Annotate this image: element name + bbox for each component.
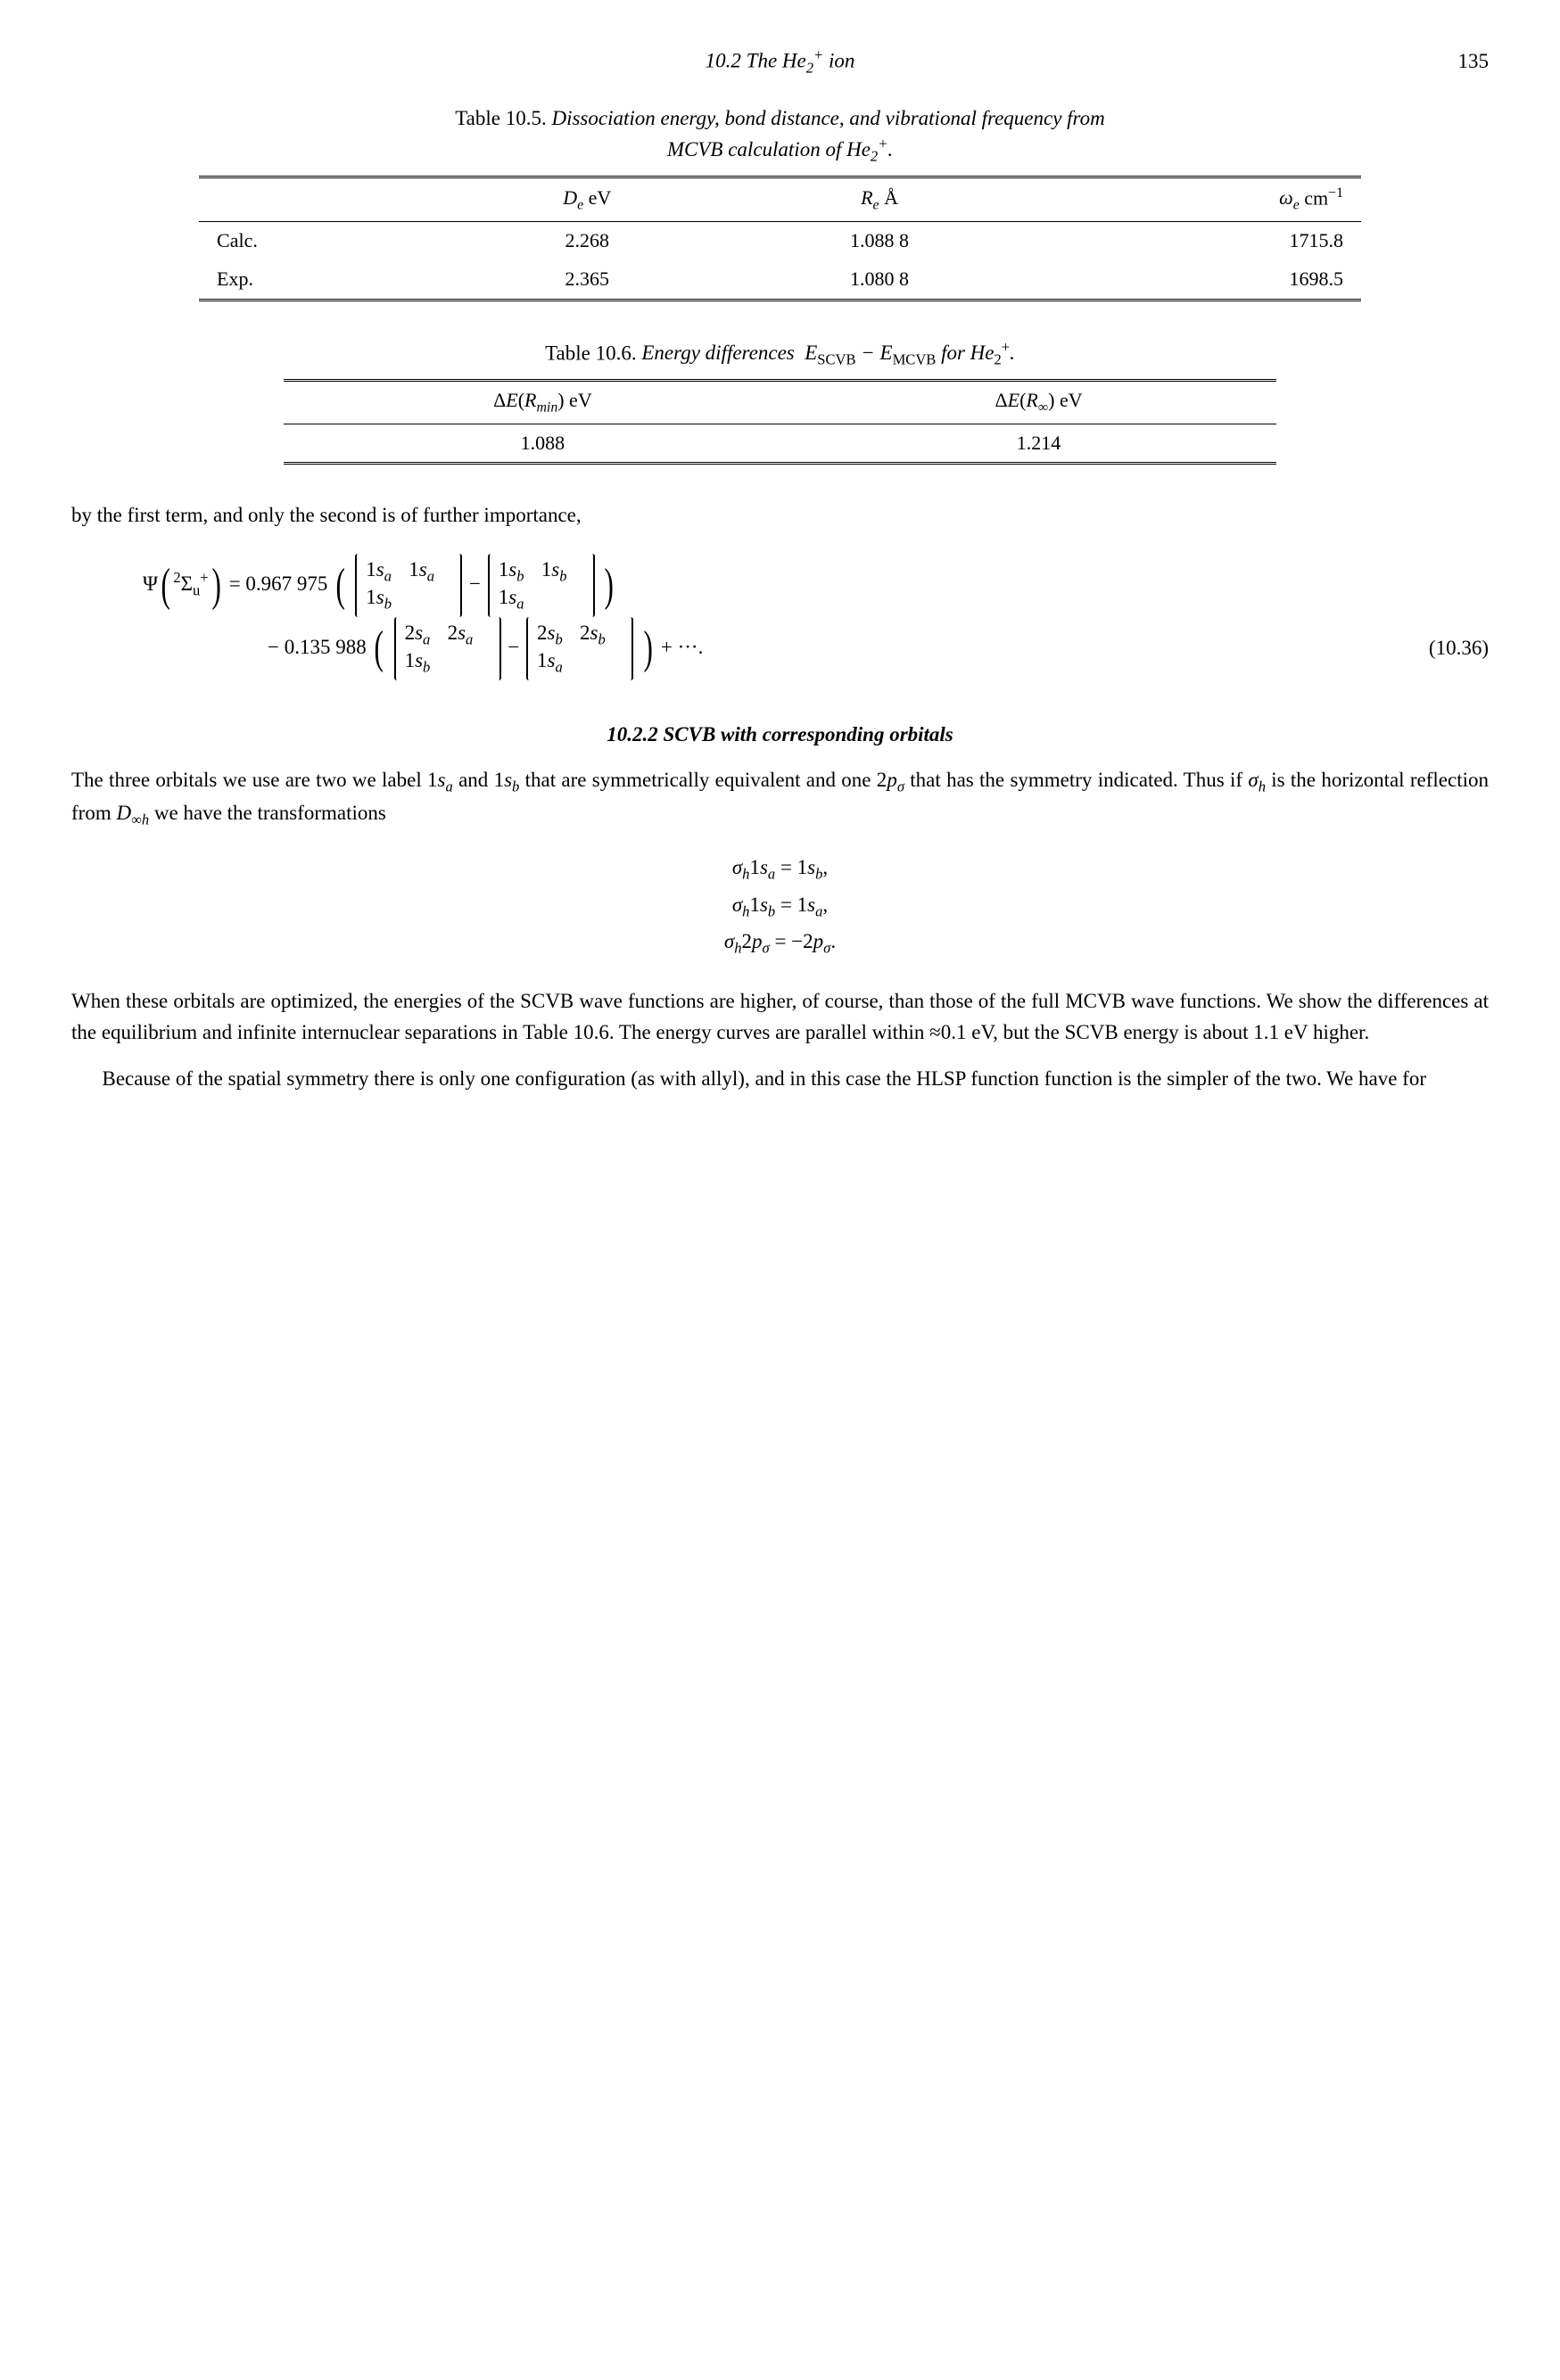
t2-h1: ΔE(R∞) eV — [801, 380, 1275, 424]
sup-plus: + — [813, 46, 823, 63]
eq-trail: + ···. — [661, 636, 703, 658]
table-row: Exp. 2.365 1.080 8 1698.5 — [199, 260, 1361, 300]
paragraph-1: by the first term, and only the second i… — [71, 500, 1489, 531]
t1-r1c1: 2.365 — [450, 260, 724, 300]
t2-r0c1: 1.214 — [801, 424, 1275, 464]
t1-r1c2: 1.080 8 — [724, 260, 1034, 300]
matrix-4: 2sb2sb 1sa — [526, 617, 633, 680]
table1-caption-label: Table 10.5. — [455, 107, 547, 129]
table-row: Calc. 2.268 1.088 8 1715.8 — [199, 221, 1361, 259]
running-title: 10.2 The He2+ ion — [125, 45, 1435, 78]
t1-h1: De eV — [450, 177, 724, 222]
matrix-2: 1sb1sb 1sa — [488, 554, 595, 617]
page-number: 135 — [1435, 47, 1489, 76]
t2-r0c0: 1.088 — [284, 424, 801, 464]
table2-caption-desc: Energy differences ESCVB − EMCVB for He2… — [641, 342, 1015, 364]
table2-caption-label: Table 10.6. — [545, 342, 637, 364]
running-title-ion: ion — [829, 50, 854, 72]
t1-r0c2: 1.088 8 — [724, 221, 1034, 259]
t1-h2: Re Å — [724, 177, 1034, 222]
paragraph-3: When these orbitals are optimized, the e… — [71, 986, 1489, 1048]
table1-caption-desc: Dissociation energy, bond distance, and … — [551, 107, 1104, 161]
eq-number: (10.36) — [1408, 634, 1489, 663]
paragraph-2: The three orbitals we use are two we lab… — [71, 765, 1489, 832]
table-row: 1.088 1.214 — [284, 424, 1275, 464]
table1-caption: Table 10.5. Dissociation energy, bond di… — [433, 104, 1128, 167]
sub-2: 2 — [806, 59, 813, 76]
t1-r0c0: Calc. — [199, 221, 450, 259]
subsection-title: 10.2.2 SCVB with corresponding orbitals — [71, 721, 1489, 749]
t2-h0: ΔE(Rmin) eV — [284, 380, 801, 424]
paragraph-4: Because of the spatial symmetry there is… — [71, 1064, 1489, 1095]
matrix-3: 2sa2sa 1sb — [394, 617, 501, 680]
t1-r1c3: 1698.5 — [1035, 260, 1361, 300]
transformations: σh1sa = 1sb, σh1sb = 1sa, σh2pσ = −2pσ. — [71, 850, 1489, 961]
table2-caption: Table 10.6. Energy differences ESCVB − E… — [433, 337, 1128, 370]
matrix-1: 1sa1sa 1sb — [355, 554, 462, 617]
table-10-5: De eV Re Å ωe cm−1 Calc. 2.268 1.088 8 1… — [199, 176, 1361, 301]
running-head: 10.2 The He2+ ion 135 — [71, 45, 1489, 78]
t1-h3: ωe cm−1 — [1035, 177, 1361, 222]
align-line-1: σh1sa = 1sb, — [71, 850, 1489, 887]
table-10-6: ΔE(Rmin) eV ΔE(R∞) eV 1.088 1.214 — [284, 379, 1275, 465]
t1-r1c0: Exp. — [199, 260, 450, 300]
equation-10-36: Ψ(2Σu+) = 0.967 975 ( 1sa1sa 1sb − 1sb1s… — [71, 554, 1489, 680]
eq-line1: Ψ(2Σu+) = 0.967 975 ( 1sa1sa 1sb − 1sb1s… — [71, 554, 1408, 617]
running-title-text: 10.2 The He — [706, 50, 806, 72]
t1-h0 — [199, 177, 450, 222]
align-line-2: σh1sb = 1sa, — [71, 887, 1489, 925]
t1-r0c3: 1715.8 — [1035, 221, 1361, 259]
t1-r0c1: 2.268 — [450, 221, 724, 259]
eq-line2: − 0.135 988 ( 2sa2sa 1sb − 2sb2sb 1sa ) … — [71, 617, 1408, 680]
align-line-3: σh2pσ = −2pσ. — [71, 924, 1489, 961]
